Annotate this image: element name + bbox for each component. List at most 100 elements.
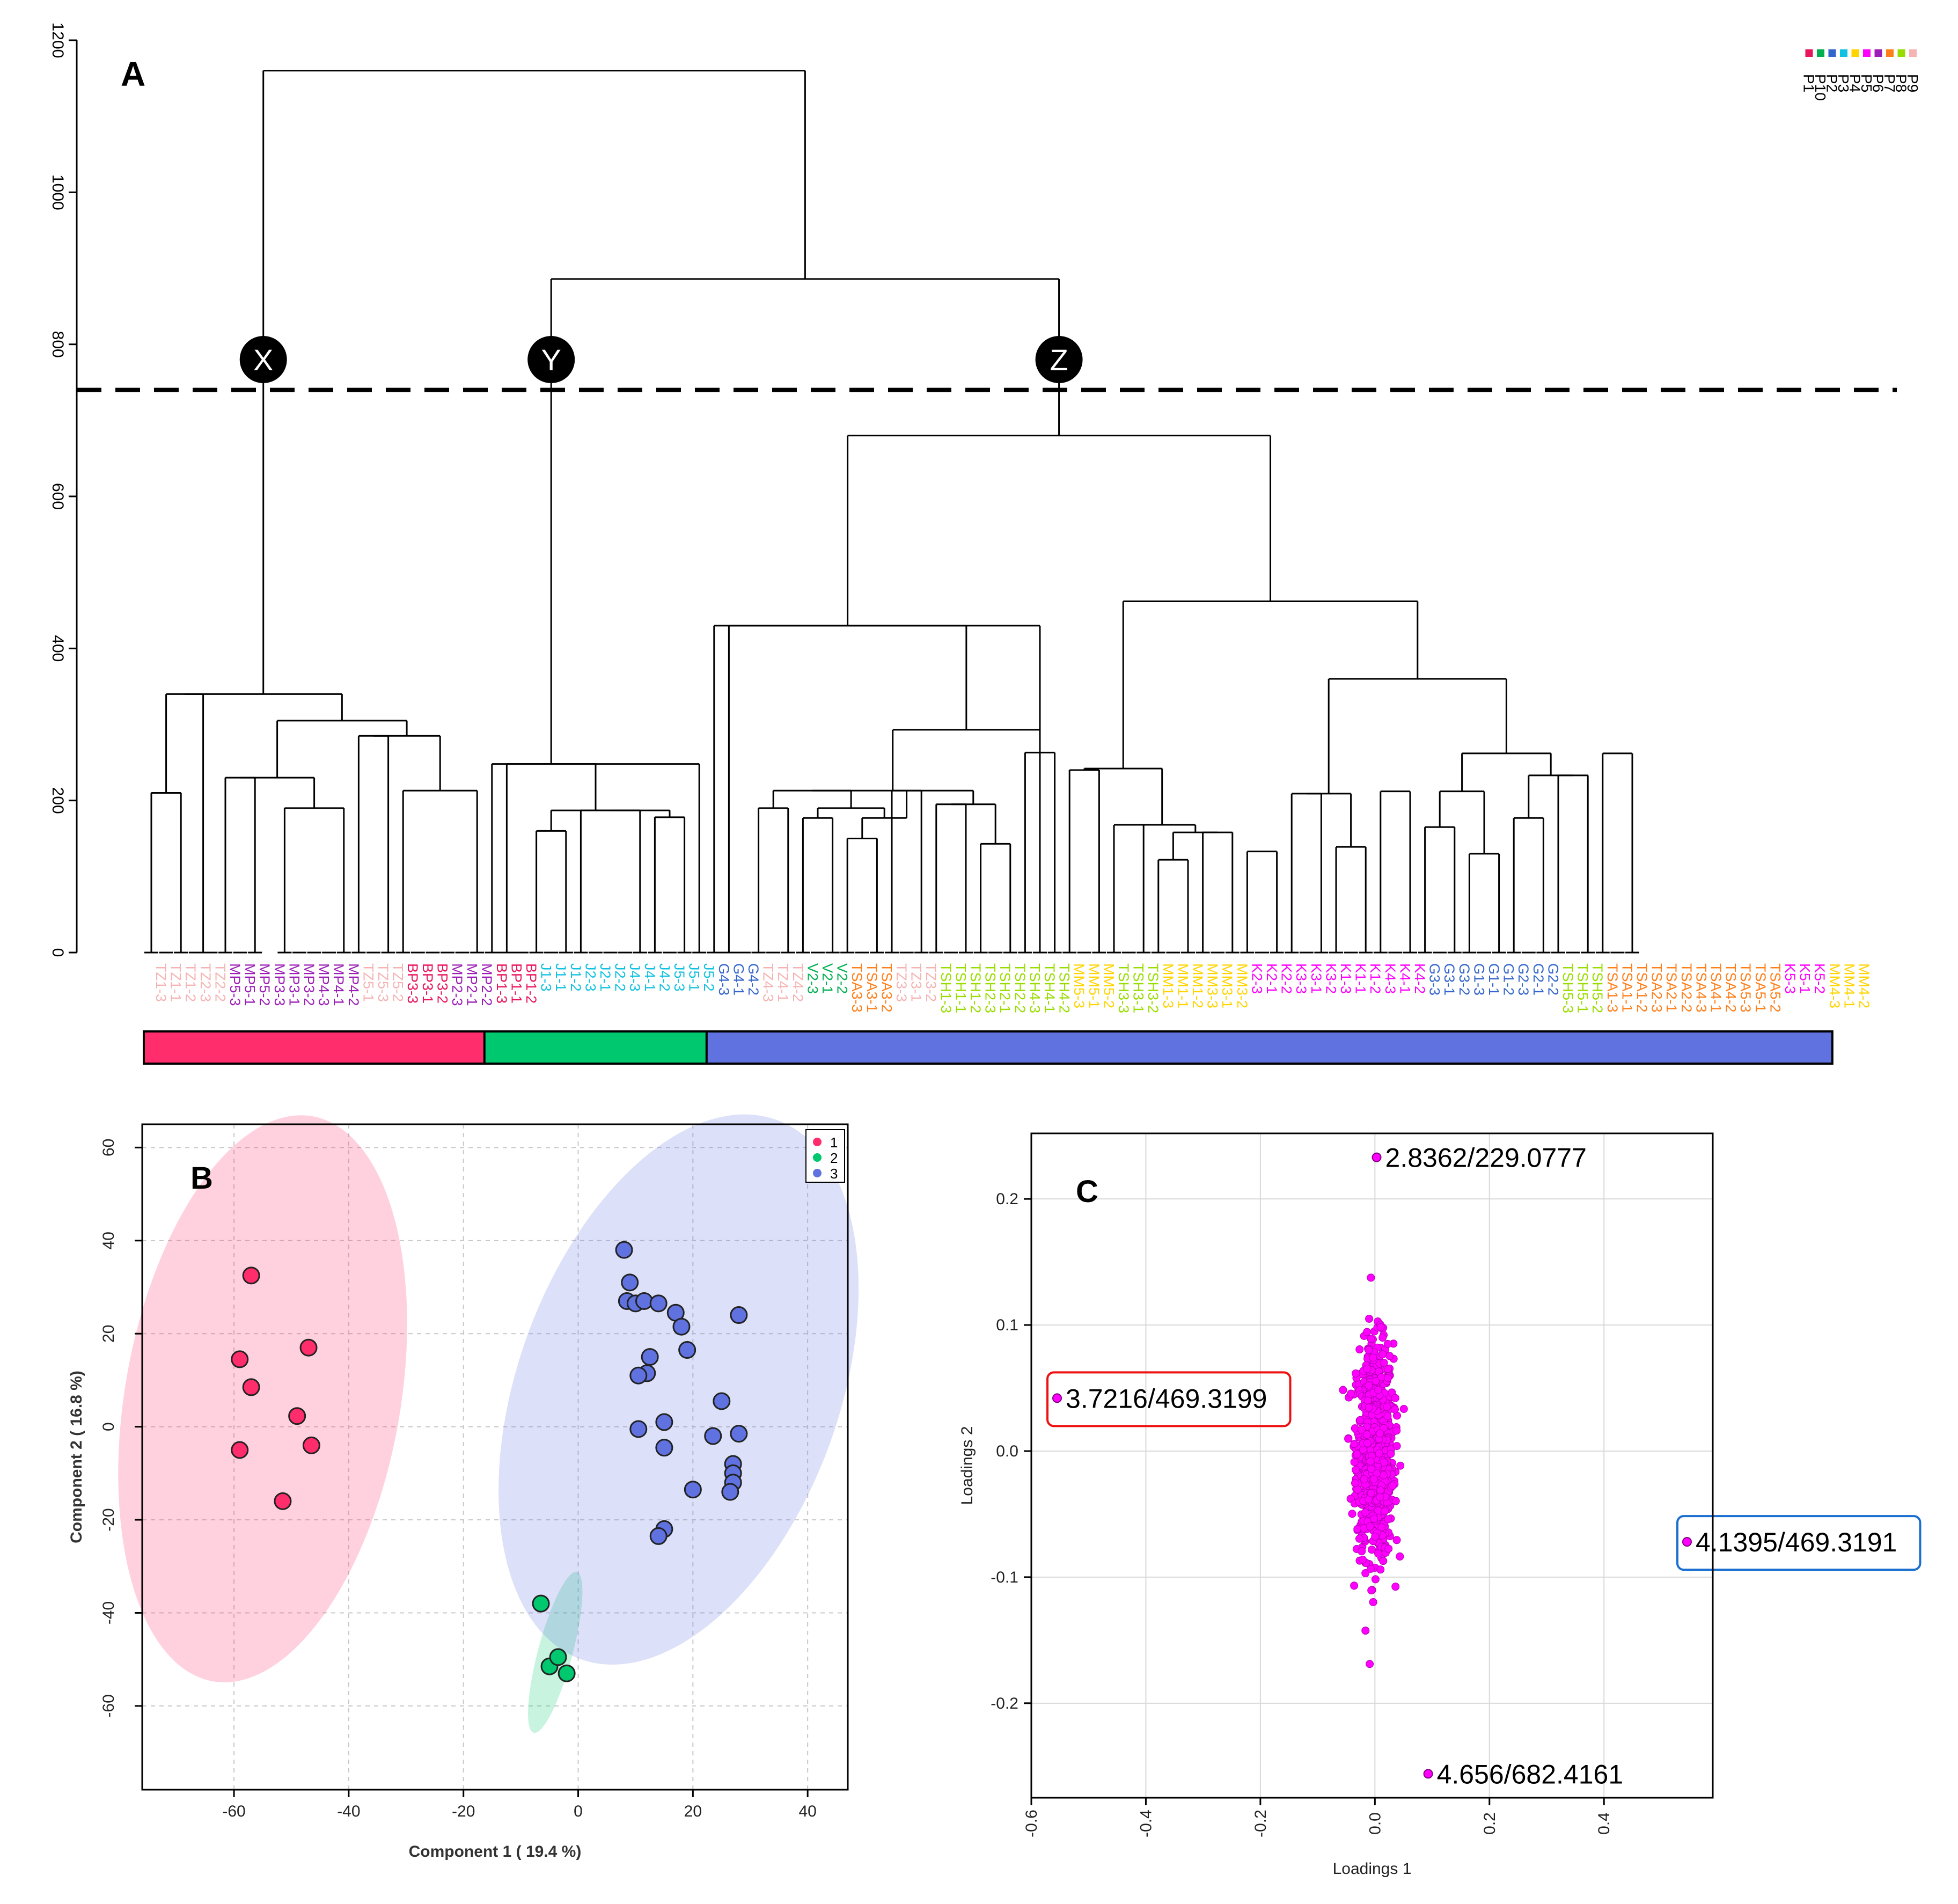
loading-point xyxy=(1370,1514,1378,1523)
loading-point xyxy=(1388,1482,1397,1490)
confidence-ellipse-3 xyxy=(498,1114,859,1665)
loading-point xyxy=(1363,1430,1372,1439)
score-point-3 xyxy=(684,1481,702,1499)
leaf-label: TSA2-3 xyxy=(1649,963,1665,1013)
annotated-loading-point xyxy=(1423,1769,1433,1779)
loading-point xyxy=(1391,1394,1399,1402)
loading-point xyxy=(1383,1374,1392,1382)
loading-point xyxy=(1376,1486,1385,1495)
confidence-ellipse-1 xyxy=(118,1115,407,1682)
score-point-3 xyxy=(730,1425,748,1443)
score-point-1 xyxy=(299,1338,318,1357)
legend-label: P10 xyxy=(1812,74,1829,101)
panel-label-c: C xyxy=(1076,1174,1098,1209)
loading-point xyxy=(1367,1335,1375,1343)
leaf-label: BP3-1 xyxy=(420,963,436,1004)
leaf-label: G1-3 xyxy=(1471,963,1487,995)
legend-label: P1 xyxy=(1801,74,1817,92)
legend-box xyxy=(805,1129,845,1183)
y-tick-label: 800 xyxy=(49,331,67,358)
loading-annotation: 4.1395/469.3191 xyxy=(1696,1527,1897,1557)
leaf-label: TZ4-2 xyxy=(790,963,806,1002)
x-tick-label: -0.4 xyxy=(1137,1810,1155,1837)
leaf-label: G2-1 xyxy=(1530,963,1546,995)
loading-annotation: 3.7216/469.3199 xyxy=(1066,1383,1267,1414)
node-marker-label: X xyxy=(253,343,273,377)
loading-point xyxy=(1347,1389,1355,1398)
loading-point xyxy=(1361,1627,1370,1635)
leaf-label: TSA4-1 xyxy=(1708,963,1724,1013)
leaf-label: MP5-2 xyxy=(256,963,273,1006)
loading-point xyxy=(1356,1416,1365,1424)
leaf-label: TZ3-1 xyxy=(908,963,925,1002)
score-point-3 xyxy=(635,1292,653,1310)
leaf-label: K2-3 xyxy=(1249,963,1265,994)
leaf-label: J4-2 xyxy=(656,963,672,992)
y-tick-label: -20 xyxy=(100,1508,118,1531)
x-tick-label: 0.2 xyxy=(1481,1812,1499,1835)
loading-point xyxy=(1350,1440,1359,1448)
panel-label-b: B xyxy=(190,1161,213,1196)
leaf-label: TSA1-2 xyxy=(1634,963,1650,1013)
leaf-label: BP1-2 xyxy=(523,963,539,1004)
score-point-1 xyxy=(242,1378,260,1396)
panel-c-pca-loadings: 2.8362/229.0777 3.7216/469.3199 4.1395/469… xyxy=(958,1132,1922,1878)
leaf-label: J5-3 xyxy=(671,963,687,992)
leaf-label: MP2-1 xyxy=(464,963,480,1006)
y-tick-label: 0 xyxy=(100,1422,118,1431)
loading-point xyxy=(1367,1546,1376,1554)
annotated-loading-point xyxy=(1682,1537,1692,1547)
leaf-label: MM1-2 xyxy=(1190,963,1206,1008)
legend-swatch xyxy=(1897,49,1905,57)
loading-point xyxy=(1353,1450,1361,1459)
loading-point xyxy=(1366,1457,1375,1466)
leaf-label: TSH3-1 xyxy=(1131,963,1147,1013)
cluster-bar-1 xyxy=(143,1030,486,1065)
leaf-label: MM1-3 xyxy=(1160,963,1176,1008)
leaf-label: J1-2 xyxy=(568,963,584,992)
leaf-label: G1-1 xyxy=(1486,963,1502,995)
leaf-label: TSA4-3 xyxy=(1693,963,1709,1013)
loading-point xyxy=(1387,1449,1395,1458)
annotation-box-blue xyxy=(1676,1515,1922,1571)
loading-point xyxy=(1351,1479,1360,1488)
leaf-label: MM5-1 xyxy=(1086,963,1102,1008)
leaf-label: K2-1 xyxy=(1264,963,1280,994)
score-point-1 xyxy=(302,1436,320,1454)
y-tick-label: 600 xyxy=(49,483,67,510)
loading-point xyxy=(1391,1497,1400,1505)
score-point-2 xyxy=(532,1594,550,1613)
score-point-3 xyxy=(629,1420,648,1438)
legend-swatch xyxy=(1840,49,1847,57)
leaf-label: BP3-3 xyxy=(405,963,421,1004)
loading-annotation: 4.656/682.4161 xyxy=(1437,1759,1624,1789)
score-point-1 xyxy=(274,1492,292,1510)
legend-label: P6 xyxy=(1870,74,1887,92)
leaf-label: MP2-3 xyxy=(449,963,465,1006)
loading-point xyxy=(1339,1386,1347,1394)
loading-point xyxy=(1367,1564,1375,1573)
loading-point xyxy=(1367,1464,1376,1473)
leaf-label: TZ1-2 xyxy=(182,963,199,1002)
loading-point xyxy=(1392,1426,1401,1435)
loading-point xyxy=(1363,1439,1372,1447)
x-tick-label: -0.2 xyxy=(1252,1810,1270,1837)
loading-point xyxy=(1380,1358,1388,1367)
loading-point xyxy=(1365,1381,1373,1390)
leaf-label: TSH1-1 xyxy=(952,963,969,1013)
loading-point xyxy=(1352,1369,1360,1378)
leaf-label: TSH4-2 xyxy=(1057,963,1073,1013)
leaf-label: TSA5-3 xyxy=(1737,963,1754,1013)
annotation-box-red xyxy=(1046,1371,1292,1427)
score-point-3 xyxy=(713,1392,731,1410)
leaf-label: K3-2 xyxy=(1323,963,1339,994)
y-axis-title: Loadings 2 xyxy=(958,1426,976,1505)
loading-point xyxy=(1348,1510,1356,1518)
legend-marker xyxy=(813,1138,822,1146)
leaf-label: G4-2 xyxy=(745,963,761,995)
score-point-3 xyxy=(649,1527,668,1545)
legend-label: P8 xyxy=(1893,74,1910,92)
leaf-label: MP3-1 xyxy=(286,963,302,1006)
leaf-label: TSA1-1 xyxy=(1619,963,1635,1013)
x-axis-title: Loadings 1 xyxy=(1333,1860,1412,1878)
